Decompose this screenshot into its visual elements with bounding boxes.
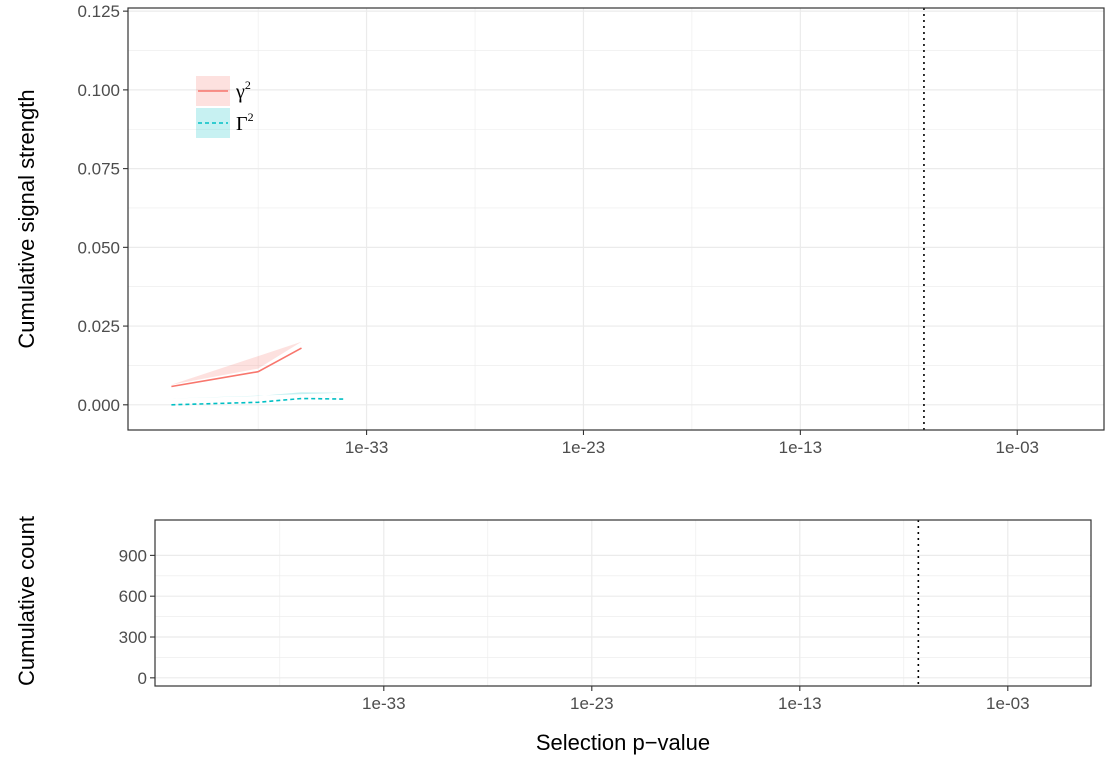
legend-label-superscript: 2	[248, 110, 254, 124]
bottom-panel-ticks: 0 300 600 900 1e-33 1e-23 1e-13 1e-03	[119, 546, 1030, 713]
signal-strength-panel: 0.000 0.025 0.050 0.075 0.100 0.125 1e-33 1e-23…	[14, 2, 1105, 457]
y-tick-label: 900	[119, 546, 147, 565]
bottom-y-axis-label: Cumulative count	[14, 516, 39, 686]
x-tick-label: 1e-23	[562, 438, 605, 457]
legend-label-superscript: 2	[245, 78, 251, 92]
bottom-panel-border	[154, 519, 1092, 687]
y-tick-label: 0	[138, 669, 147, 688]
x-tick-label: 1e-03	[996, 438, 1039, 457]
x-tick-label: 1e-23	[570, 694, 613, 713]
bottom-panel-background	[155, 520, 1091, 686]
y-tick-label: 0.100	[77, 81, 120, 100]
confidence-band-series-2	[171, 392, 345, 399]
y-tick-label: 0.000	[77, 396, 120, 415]
top-panel-ticks: 0.000 0.025 0.050 0.075 0.100 0.125 1e-33 1e-23…	[77, 2, 1039, 457]
x-axis-label: Selection p−value	[536, 730, 710, 755]
x-tick-label: 1e-33	[362, 694, 405, 713]
series-line-1	[171, 347, 302, 388]
y-tick-label: 0.025	[77, 317, 120, 336]
y-tick-label: 0.050	[77, 238, 120, 257]
confidence-band-series-1	[171, 341, 302, 385]
x-tick-label: 1e-33	[345, 438, 388, 457]
top-panel-confidence-bands	[171, 341, 345, 399]
y-tick-label: 0.125	[77, 2, 120, 21]
cumulative-count-panel: 0 300 600 900 1e-33 1e-23 1e-13 1e-03 Cumulativ…	[14, 516, 1092, 755]
series-line-2	[171, 397, 345, 406]
y-tick-label: 300	[119, 628, 147, 647]
top-panel-background	[128, 8, 1104, 430]
y-tick-label: 600	[119, 587, 147, 606]
bottom-panel-grid	[155, 520, 1091, 686]
x-tick-label: 1e-13	[778, 694, 821, 713]
top-y-axis-label: Cumulative signal strength	[14, 89, 39, 348]
top-panel-series-lines	[171, 347, 345, 406]
top-panel-grid	[128, 8, 1104, 430]
y-tick-label: 0.075	[77, 160, 120, 179]
x-tick-label: 1e-03	[986, 694, 1029, 713]
x-tick-label: 1e-13	[779, 438, 822, 457]
top-panel-border	[127, 7, 1105, 431]
